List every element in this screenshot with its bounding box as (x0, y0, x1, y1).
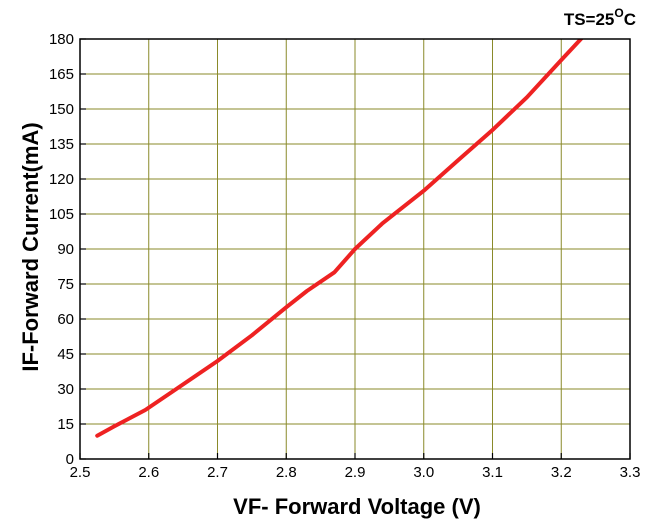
x-tick-label: 2.9 (345, 464, 366, 481)
x-tick-label: 2.6 (138, 464, 159, 481)
x-tick-labels: 2.5 2.6 2.7 2.8 2.9 3.0 3.1 3.2 3.3 (70, 464, 641, 481)
plot-border (79, 38, 631, 460)
y-axis-title: IF-Forward Current(mA) (18, 122, 43, 371)
x-tick-label: 3.2 (551, 464, 572, 481)
y-tick-label: 150 (49, 101, 74, 118)
annotation-degree: O (614, 6, 623, 20)
y-tick-label: 135 (49, 136, 74, 153)
y-tick-label: 30 (57, 381, 74, 398)
x-tick-label: 3.3 (620, 464, 641, 481)
y-tick-labels: 0 15 30 45 60 75 90 105 120 135 150 165 180 (49, 31, 74, 468)
x-tick-label: 3.0 (413, 464, 434, 481)
y-tick-label: 60 (57, 311, 74, 328)
x-tick-label: 2.7 (207, 464, 228, 481)
temperature-annotation: TS=25OC (564, 6, 636, 29)
annotation-unit: C (624, 10, 636, 29)
y-tick-label: 45 (57, 346, 74, 363)
grid (80, 39, 630, 459)
y-tick-label: 165 (49, 66, 74, 83)
y-tick-label: 105 (49, 206, 74, 223)
y-tick-label: 120 (49, 171, 74, 188)
x-tick-label: 2.8 (276, 464, 297, 481)
iv-curve-line (95, 39, 584, 438)
y-tick-label: 90 (57, 241, 74, 258)
y-tick-label: 15 (57, 416, 74, 433)
y-tick-label: 75 (57, 276, 74, 293)
series (95, 39, 584, 438)
y-tick-label: 180 (49, 31, 74, 48)
y-tick-label: 0 (66, 451, 74, 468)
x-tick-label: 3.1 (482, 464, 503, 481)
x-tick-label: 2.5 (70, 464, 91, 481)
annotation-prefix: TS=25 (564, 10, 615, 29)
x-axis-title: VF- Forward Voltage (V) (233, 494, 481, 519)
